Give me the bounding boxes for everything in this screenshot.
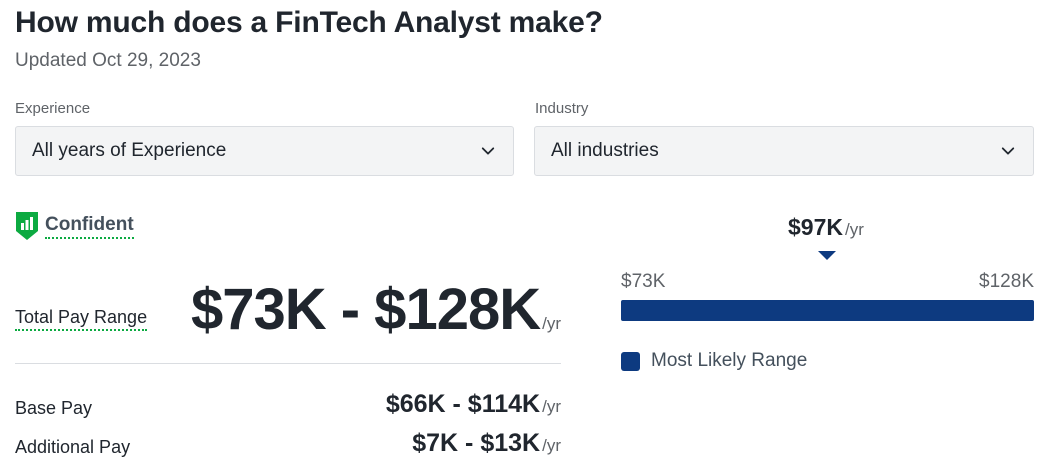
total-pay-range: $73K - $128K /yr (191, 276, 561, 343)
chevron-down-icon (1001, 147, 1015, 155)
base-pay-unit: /yr (542, 397, 561, 416)
additional-pay-range: $7K - $13K /yr (412, 429, 561, 458)
additional-pay-amount: $7K - $13K (412, 429, 541, 457)
legend-swatch (621, 351, 640, 371)
industry-select[interactable]: All industries (534, 126, 1034, 176)
total-pay-label[interactable]: Total Pay Range (15, 307, 148, 331)
experience-select-value: All years of Experience (32, 140, 227, 161)
base-pay-label: Base Pay (15, 398, 93, 418)
likely-range-bar (621, 300, 1034, 321)
range-min-label: $73K (621, 271, 666, 292)
median-pay-unit: /yr (844, 220, 864, 239)
page-title: How much does a FinTech Analyst make? (15, 6, 603, 39)
range-max-label: $128K (979, 271, 1034, 292)
median-marker-icon (818, 251, 836, 260)
confidence-label[interactable]: Confident (45, 214, 134, 239)
median-pay: $97K /yr (788, 214, 864, 241)
additional-pay-label: Additional Pay (15, 437, 131, 457)
updated-date: Updated Oct 29, 2023 (15, 50, 201, 71)
chevron-down-icon (481, 147, 495, 155)
confidence-indicator: Confident (15, 211, 134, 241)
range-legend: Most Likely Range (621, 350, 807, 372)
industry-label: Industry (535, 100, 589, 117)
base-pay-amount: $66K - $114K (385, 390, 541, 418)
legend-label: Most Likely Range (651, 350, 808, 371)
median-pay-amount: $97K (788, 214, 843, 240)
total-pay-unit: /yr (542, 314, 561, 333)
experience-label: Experience (15, 100, 91, 117)
divider (15, 363, 561, 364)
experience-select[interactable]: All years of Experience (15, 126, 514, 176)
base-pay-range: $66K - $114K /yr (386, 390, 561, 419)
confidence-shield-icon (16, 212, 38, 240)
total-pay-amount: $73K - $128K (190, 277, 541, 342)
industry-select-value: All industries (551, 140, 659, 161)
additional-pay-unit: /yr (542, 436, 561, 455)
